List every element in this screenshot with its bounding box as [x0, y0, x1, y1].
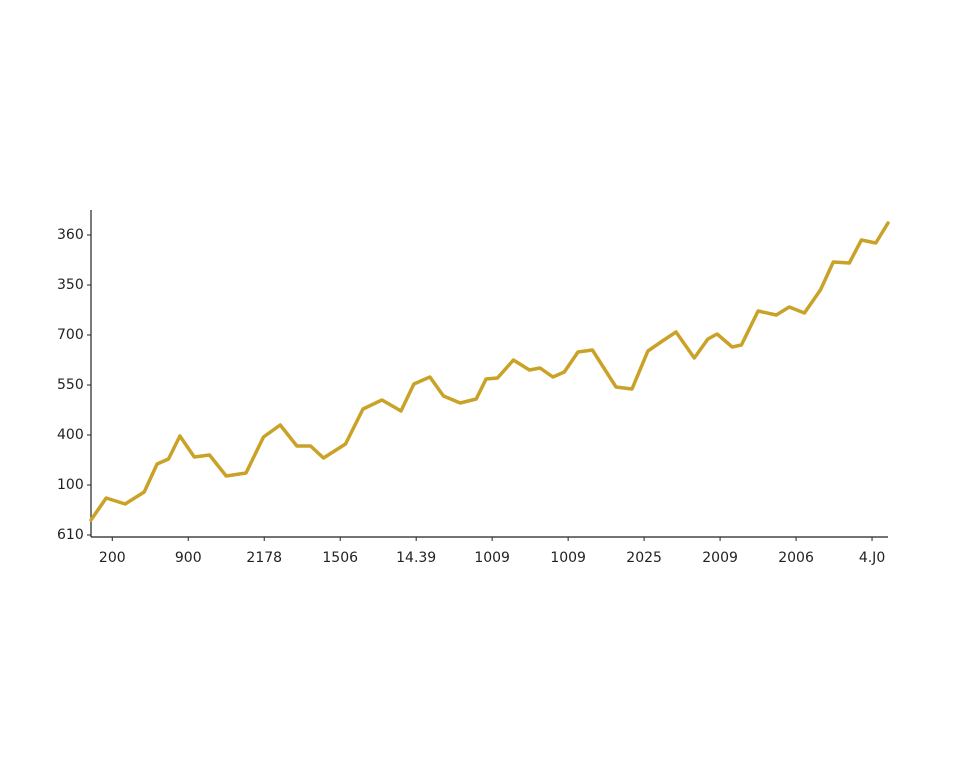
x-tick-label: 1009 [550, 550, 586, 566]
x-tick-label: 1009 [474, 550, 510, 566]
data-line [89, 221, 890, 522]
y-tick-label: 100 [57, 477, 84, 493]
x-tick-label: 2009 [702, 550, 738, 566]
y-tick-label: 350 [57, 277, 84, 293]
y-tick-label: 360 [57, 227, 84, 243]
y-tick-label: 610 [57, 527, 84, 543]
x-tick-label: 2025 [626, 550, 662, 566]
x-tick-label: 2178 [246, 550, 282, 566]
y-tick-label: 400 [57, 427, 84, 443]
y-tick-label: 700 [57, 327, 84, 343]
x-tick-label: 14.39 [396, 550, 436, 566]
x-tick-label: 1506 [322, 550, 358, 566]
y-tick-label: 550 [57, 377, 84, 393]
x-tick-label: 4.J0 [859, 550, 885, 566]
x-tick-label: 2006 [778, 550, 814, 566]
x-tick-label: 200 [99, 550, 126, 566]
x-tick-label: 900 [175, 550, 202, 566]
